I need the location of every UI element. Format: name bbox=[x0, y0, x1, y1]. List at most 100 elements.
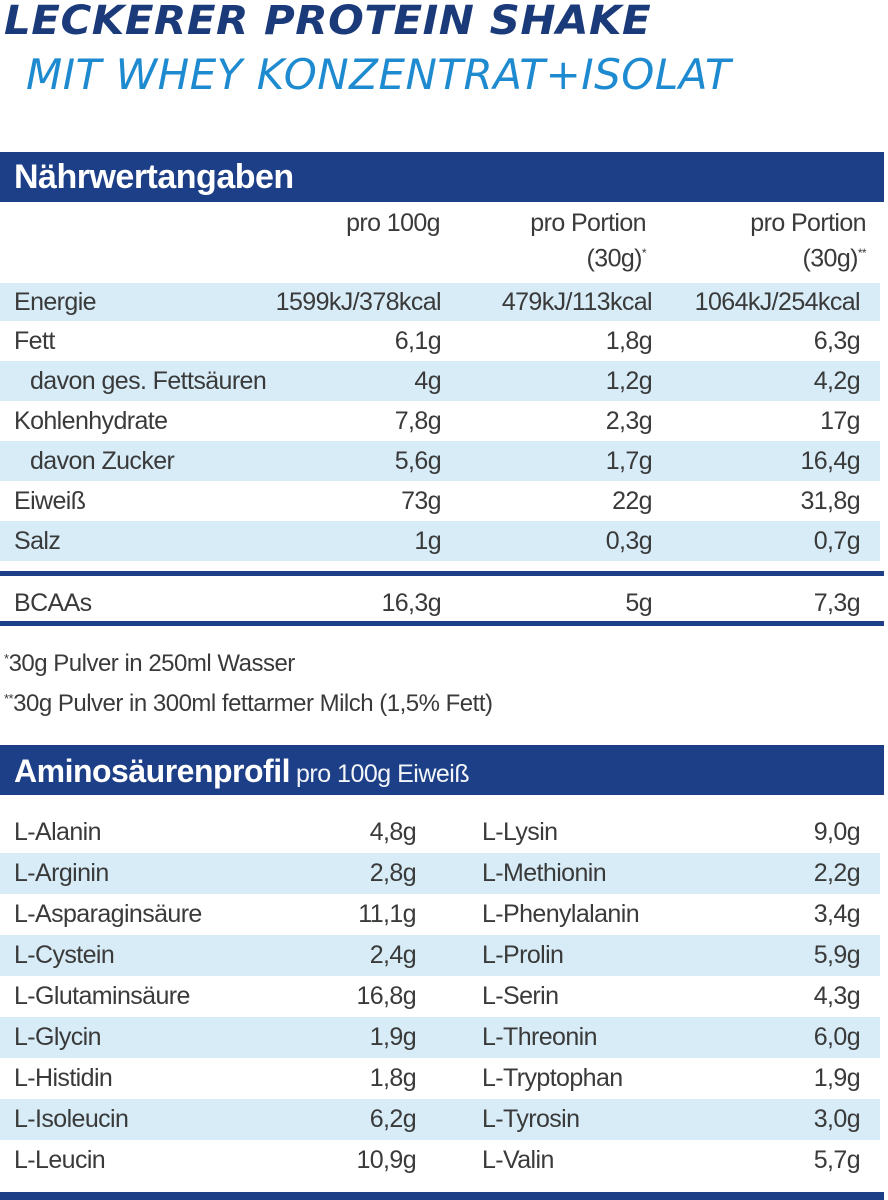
amino-name: L-Leucin bbox=[14, 1146, 106, 1174]
value-per-portion-milk: 31,8g bbox=[800, 487, 860, 515]
row-label: Fett bbox=[14, 327, 55, 355]
nutrition-row-fat: Fett 6,1g 1,8g 6,3g bbox=[0, 321, 880, 361]
footnote-milk: **30g Pulver in 300ml fettarmer Milch (1… bbox=[4, 690, 493, 718]
amino-row: L-Histidin 1,8g L-Tryptophan 1,9g bbox=[0, 1058, 880, 1099]
value-per-portion-milk: 7,3g bbox=[813, 589, 861, 617]
amino-row: L-Arginin 2,8g L-Methionin 2,2g bbox=[0, 853, 880, 894]
amino-name: L-Lysin bbox=[482, 818, 558, 846]
row-label: Eiweiß bbox=[14, 487, 86, 515]
divider bbox=[0, 1192, 884, 1200]
nutrition-row-energy: Energie 1599kJ/378kcal 479kJ/113kcal 106… bbox=[0, 283, 880, 321]
amino-row: L-Asparaginsäure 11,1g L-Phenylalanin 3,… bbox=[0, 894, 880, 935]
amino-heading: Aminosäurenprofil pro 100g Eiweiß bbox=[0, 745, 884, 795]
product-title: LECKERER PROTEIN SHAKE bbox=[4, 0, 652, 44]
column-header-per-portion-milk: pro Portion (30g)** bbox=[750, 208, 866, 273]
amino-value: 6,2g bbox=[369, 1105, 417, 1133]
nutrition-row-sugar: davon Zucker 5,6g 1,7g 16,4g bbox=[0, 441, 880, 481]
value-per-portion-milk: 6,3g bbox=[813, 327, 861, 355]
nutrition-row-carbohydrates: Kohlenhydrate 7,8g 2,3g 17g bbox=[0, 401, 880, 441]
column-header-per-portion-water: pro Portion (30g)* bbox=[530, 208, 646, 273]
amino-name: L-Methionin bbox=[482, 859, 607, 887]
amino-value: 4,3g bbox=[813, 982, 861, 1010]
amino-name: L-Phenylalanin bbox=[482, 900, 640, 928]
value-per-100g: 7,8g bbox=[394, 407, 442, 435]
value-per-portion-water: 5g bbox=[625, 589, 652, 617]
footnote-water: *30g Pulver in 250ml Wasser bbox=[4, 650, 295, 678]
row-label: davon ges. Fettsäuren bbox=[30, 367, 267, 395]
amino-value: 10,9g bbox=[356, 1146, 416, 1174]
amino-value: 5,9g bbox=[813, 941, 861, 969]
amino-value: 2,8g bbox=[369, 859, 417, 887]
value-per-portion-milk: 16,4g bbox=[800, 447, 860, 475]
column-header-label: pro Portion bbox=[750, 209, 866, 237]
amino-name: L-Alanin bbox=[14, 818, 102, 846]
amino-value: 2,2g bbox=[813, 859, 861, 887]
value-per-100g: 73g bbox=[401, 487, 442, 515]
value-per-portion-milk: 1064kJ/254kcal bbox=[694, 288, 861, 316]
amino-heading-subtitle: pro 100g Eiweiß bbox=[295, 760, 470, 788]
value-per-100g: 4g bbox=[414, 367, 441, 395]
amino-value: 1,8g bbox=[369, 1064, 417, 1092]
product-subtitle: MIT WHEY KONZENTRAT+ISOLAT bbox=[26, 50, 732, 99]
footnote-text: 30g Pulver in 250ml Wasser bbox=[8, 650, 296, 677]
amino-name: L-Tryptophan bbox=[482, 1064, 623, 1092]
amino-name: L-Isoleucin bbox=[14, 1105, 129, 1133]
amino-name: L-Valin bbox=[482, 1146, 554, 1174]
amino-value: 5,7g bbox=[813, 1146, 861, 1174]
amino-row: L-Glycin 1,9g L-Threonin 6,0g bbox=[0, 1017, 880, 1058]
column-header-label: pro 100g bbox=[346, 209, 441, 237]
footnote-marker: * bbox=[4, 651, 9, 666]
amino-value: 1,9g bbox=[813, 1064, 861, 1092]
column-header-portion: (30g) bbox=[802, 244, 858, 273]
value-per-portion-milk: 4,2g bbox=[813, 367, 861, 395]
value-per-portion-water: 0,3g bbox=[605, 527, 653, 555]
value-per-100g: 16,3g bbox=[381, 589, 441, 617]
amino-value: 3,4g bbox=[813, 900, 861, 928]
amino-heading-title: Aminosäurenprofil bbox=[14, 753, 290, 789]
column-header-portion: (30g) bbox=[586, 244, 643, 273]
amino-name: L-Threonin bbox=[482, 1023, 598, 1051]
nutrition-row-saturated-fat: davon ges. Fettsäuren 4g 1,2g 4,2g bbox=[0, 361, 880, 401]
value-per-portion-water: 1,8g bbox=[605, 327, 653, 355]
row-label: BCAAs bbox=[14, 589, 92, 617]
nutrition-row-salt: Salz 1g 0,3g 0,7g bbox=[0, 521, 880, 561]
value-per-portion-water: 1,7g bbox=[605, 447, 653, 475]
nutrition-row-protein: Eiweiß 73g 22g 31,8g bbox=[0, 481, 880, 521]
row-label: Energie bbox=[14, 288, 97, 316]
column-header-label: pro Portion bbox=[530, 209, 646, 237]
value-per-portion-water: 1,2g bbox=[605, 367, 653, 395]
nutrition-heading: Nährwertangaben bbox=[0, 152, 884, 202]
amino-row: L-Isoleucin 6,2g L-Tyrosin 3,0g bbox=[0, 1099, 880, 1140]
amino-value: 2,4g bbox=[369, 941, 417, 969]
value-per-100g: 1g bbox=[414, 527, 441, 555]
amino-row: L-Alanin 4,8g L-Lysin 9,0g bbox=[0, 812, 880, 853]
row-label: davon Zucker bbox=[30, 447, 175, 475]
amino-name: L-Glycin bbox=[14, 1023, 101, 1051]
amino-name: L-Asparaginsäure bbox=[14, 900, 202, 928]
value-per-portion-water: 22g bbox=[612, 487, 653, 515]
value-per-portion-water: 479kJ/113kcal bbox=[501, 288, 653, 316]
amino-name: L-Arginin bbox=[14, 859, 109, 887]
divider bbox=[0, 621, 884, 626]
footnote-text: 30g Pulver in 300ml fettarmer Milch (1,5… bbox=[13, 690, 493, 717]
amino-value: 3,0g bbox=[813, 1105, 861, 1133]
amino-value: 9,0g bbox=[813, 818, 861, 846]
value-per-100g: 5,6g bbox=[394, 447, 442, 475]
amino-name: L-Cystein bbox=[14, 941, 115, 969]
footnote-marker: ** bbox=[857, 246, 867, 260]
value-per-portion-water: 2,3g bbox=[605, 407, 653, 435]
row-label: Kohlenhydrate bbox=[14, 407, 168, 435]
amino-name: L-Tyrosin bbox=[482, 1105, 580, 1133]
value-per-portion-milk: 0,7g bbox=[813, 527, 861, 555]
column-header-per-100g: pro 100g bbox=[346, 208, 441, 238]
amino-name: L-Glutaminsäure bbox=[14, 982, 190, 1010]
amino-value: 1,9g bbox=[369, 1023, 417, 1051]
row-label: Salz bbox=[14, 527, 61, 555]
nutrition-row-bcaa: BCAAs 16,3g 5g 7,3g bbox=[0, 580, 880, 626]
amino-value: 16,8g bbox=[356, 982, 416, 1010]
amino-row: L-Leucin 10,9g L-Valin 5,7g bbox=[0, 1140, 880, 1181]
footnote-marker: ** bbox=[4, 691, 14, 706]
amino-row: L-Glutaminsäure 16,8g L-Serin 4,3g bbox=[0, 976, 880, 1017]
amino-name: L-Serin bbox=[482, 982, 559, 1010]
amino-value: 11,1g bbox=[358, 900, 416, 928]
